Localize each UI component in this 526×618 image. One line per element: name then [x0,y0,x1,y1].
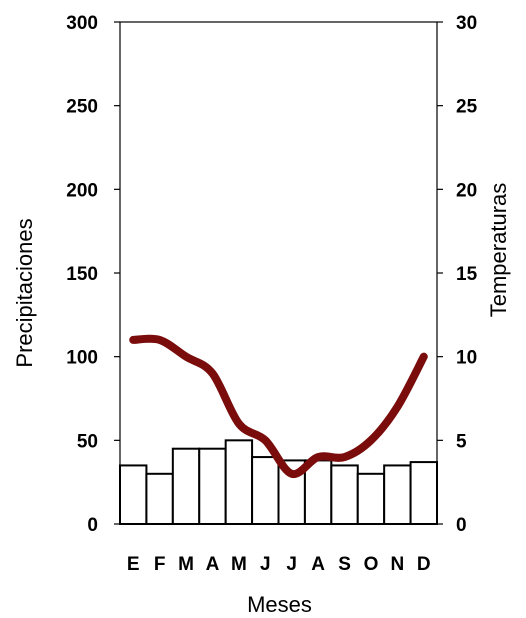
right-tick-label: 30 [456,13,477,34]
right-axis-ticks: 0 5 10 15 20 25 30 [437,13,478,536]
left-tick-label: 300 [66,13,98,34]
precipitation-bars [119,439,439,526]
left-tick-label: 50 [77,431,98,452]
right-tick-label: 20 [456,180,477,201]
month-label: A [206,554,220,575]
month-label: A [311,554,325,575]
left-axis-ticks: 0 50 100 150 200 250 300 [66,13,120,536]
month-label: N [391,554,405,575]
left-tick-label: 100 [66,348,98,369]
precip-bar [171,447,201,526]
right-tick-label: 0 [456,515,467,536]
precip-bar [303,459,333,525]
month-label: J [286,554,297,575]
precip-bar [409,461,439,526]
month-label: J [260,554,271,575]
precip-bar [356,472,386,525]
right-tick-label: 10 [456,348,477,369]
precip-bar [224,439,254,526]
month-label: O [364,554,379,575]
right-tick-label: 25 [456,97,478,118]
month-label: M [178,554,194,575]
precip-bar [330,464,359,525]
left-tick-label: 250 [66,97,98,118]
left-tick-label: 150 [66,264,98,285]
temperature-line [129,334,428,478]
y-axis-title: Precipitaciones [12,218,37,367]
y2-axis-title: Temperaturas [486,183,511,318]
left-tick-label: 200 [66,180,98,201]
plot-frame [119,21,438,525]
precip-bar [198,447,227,526]
precip-bar [251,456,280,526]
month-label: S [338,554,351,575]
left-tick-label: 0 [87,515,98,536]
x-axis-title: Meses [247,592,312,617]
month-label: E [127,554,140,575]
month-label: M [231,554,247,575]
precip-bar [383,464,412,525]
right-tick-label: 5 [456,431,467,452]
precip-bar [119,464,148,525]
precip-bar [145,472,174,525]
month-label: F [154,554,166,575]
month-label: D [417,554,431,575]
right-tick-label: 15 [456,264,478,285]
